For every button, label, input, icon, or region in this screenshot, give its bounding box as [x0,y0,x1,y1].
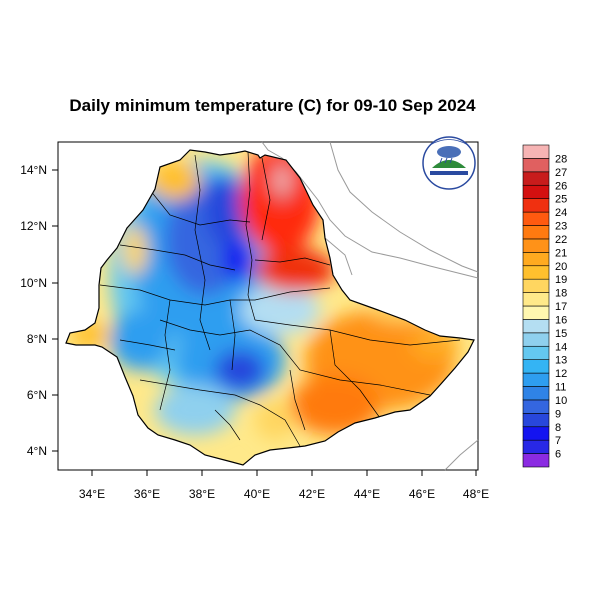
colorbar-swatch [522,386,550,401]
x-tick-label: 40°E [244,487,270,501]
admin-boundaries [99,151,461,447]
colorbar-swatch [522,292,550,307]
map-title: Daily minimum temperature (C) for 09-10 … [69,96,476,115]
colorbar-label: 6 [555,449,561,461]
colorbar-label: 11 [555,382,566,394]
y-axis-labels: 14°N 12°N 10°N 8°N 6°N 4°N [20,163,47,458]
colorbar-swatch [522,265,550,280]
x-tick-label: 44°E [354,487,380,501]
x-tick-label: 42°E [299,487,325,501]
colorbar-label: 25 [555,194,567,206]
colorbar-swatch [522,359,550,374]
colorbar-label: 17 [555,301,567,313]
colorbar-swatch [522,171,550,186]
colorbar-label: 7 [555,435,561,447]
colorbar-label: 22 [555,234,567,246]
y-tick-label: 8°N [27,332,47,346]
colorbar-label: 26 [555,180,567,192]
colorbar-swatch [522,319,550,334]
x-tick-label: 36°E [134,487,160,501]
colorbar-swatch [522,198,550,213]
colorbar-label: 10 [555,395,567,407]
colorbar-label: 15 [555,328,567,340]
x-tick-label: 48°E [463,487,489,501]
colorbar-swatch [522,426,550,441]
colorbar-swatch [522,399,550,414]
colorbar-label: 13 [555,355,567,367]
colorbar-swatch [522,413,550,428]
colorbar-swatch [522,252,550,267]
colorbar-label: 18 [555,288,567,300]
colorbar-swatch [522,453,550,468]
colorbar-swatch [522,278,550,293]
x-tick-label: 46°E [409,487,435,501]
x-tick-label: 38°E [189,487,215,501]
colorbar-label: 23 [555,221,567,233]
colorbar-label: 28 [555,153,567,165]
colorbar-label: 9 [555,408,561,420]
emi-logo [422,136,476,190]
y-tick-label: 14°N [20,163,47,177]
x-tick-label: 34°E [79,487,105,501]
colorbar-label: 12 [555,368,567,380]
colorbar-swatch [522,332,550,347]
colorbar-label: 20 [555,261,567,273]
colorbar-swatch [522,372,550,387]
colorbar-label: 19 [555,274,567,286]
colorbar-swatch [522,439,550,454]
colorbar-swatch [522,158,550,173]
colorbar-label: 24 [555,207,567,219]
axis-ticks [52,169,477,476]
colorbar-label: 8 [555,422,561,434]
colorbar-swatch [522,225,550,240]
colorbar-label: 16 [555,314,567,326]
colorbar-label: 21 [555,247,567,259]
y-tick-label: 10°N [20,276,47,290]
colorbar-swatch [522,238,550,253]
neighbour-borders [261,141,479,471]
y-tick-label: 12°N [20,219,47,233]
x-axis-labels: 34°E 36°E 38°E 40°E 42°E 44°E 46°E 48°E [79,487,489,501]
colorbar-swatch [522,184,550,199]
colorbar-label: 27 [555,167,567,179]
colorbar-swatch [522,211,550,226]
colorbar-label: 14 [555,341,567,353]
y-tick-label: 4°N [27,444,47,458]
colorbar-swatch [522,305,550,320]
colorbar-swatch [522,345,550,360]
colorbar-swatch [522,144,550,159]
y-tick-label: 6°N [27,388,47,402]
